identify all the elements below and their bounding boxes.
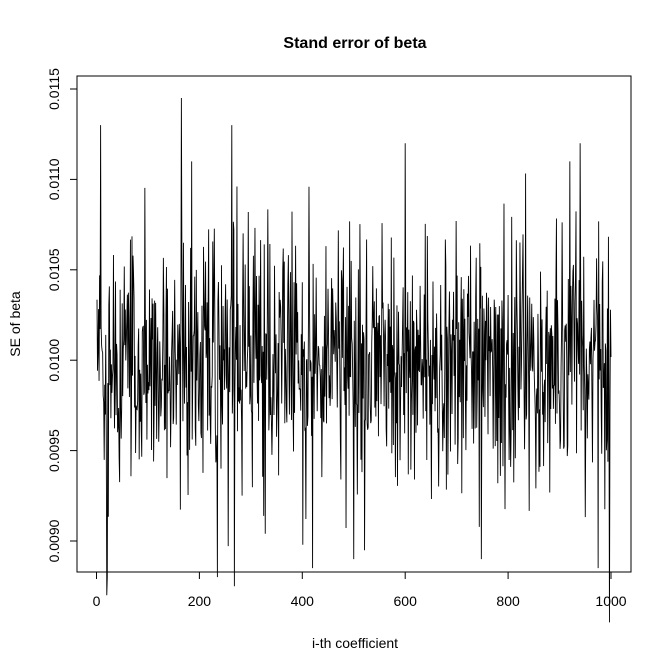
x-axis-label: i-th coefficient — [312, 635, 398, 651]
x-tick-label: 400 — [291, 593, 315, 609]
y-tick-label: 0.0090 — [46, 519, 62, 562]
x-tick-label: 600 — [394, 593, 418, 609]
y-tick-label: 0.0105 — [46, 248, 62, 291]
y-tick-label: 0.0110 — [46, 158, 62, 200]
x-axis: 0 200 400 600 800 1000 — [93, 571, 627, 609]
x-tick-label: 1000 — [595, 593, 626, 609]
y-tick-label: 0.0100 — [46, 339, 62, 382]
chart-title: Stand error of beta — [283, 35, 426, 52]
x-tick-label: 800 — [496, 593, 520, 609]
y-tick-label: 0.0095 — [46, 429, 62, 472]
series-line — [96, 98, 612, 623]
y-axis: 0.0090 0.0095 0.0100 0.0105 0.0110 0.0115 — [46, 68, 78, 562]
y-axis-label: SE of beta — [7, 291, 23, 357]
series-group — [96, 98, 612, 623]
x-tick-label: 200 — [188, 593, 212, 609]
x-tick-label: 0 — [93, 593, 101, 609]
y-tick-label: 0.0115 — [46, 68, 62, 110]
